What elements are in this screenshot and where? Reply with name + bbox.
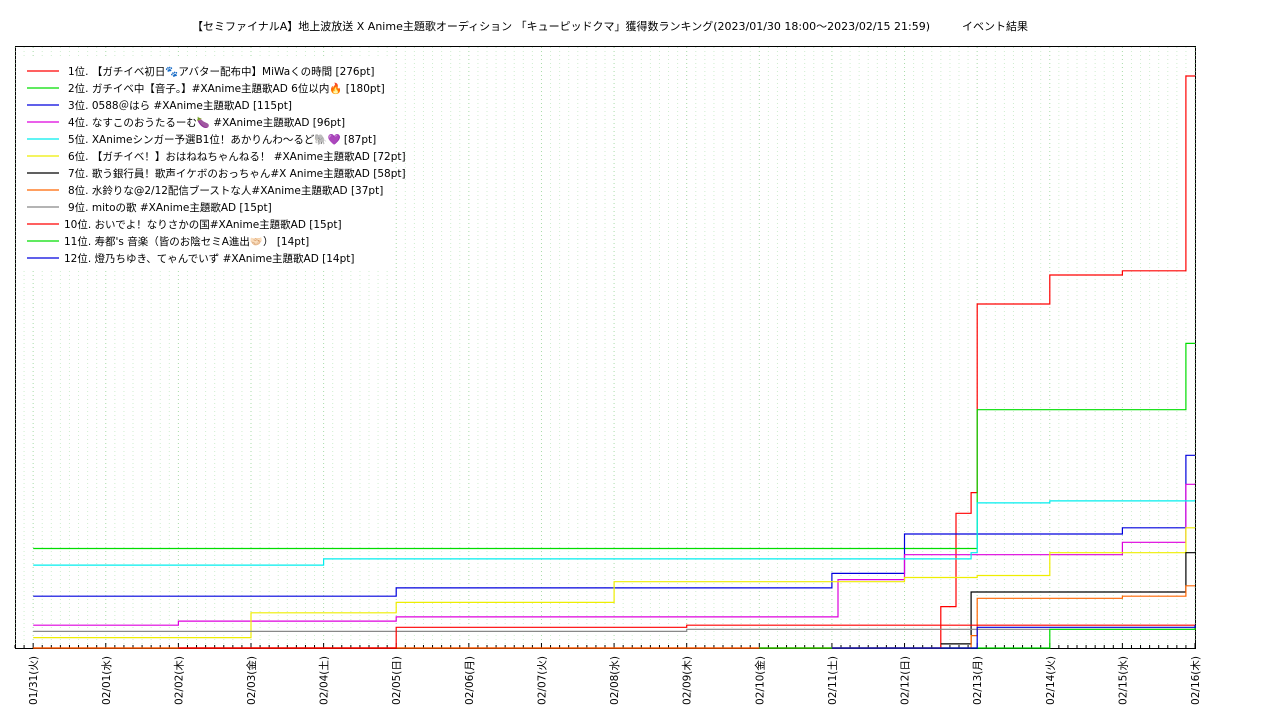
legend-entry-3: 3位. 0588＠はら #XAnime主題歌AD [115pt] [68, 99, 292, 112]
series-line-2 [33, 342, 1195, 550]
legend-entry-10: 10位. おいでよ！なりさかの国#XAnime主題歌AD [15pt] [64, 218, 342, 231]
legend-entry-8: 8位. 水鈴りな@2/12配信ブーストな人#XAnime主題歌AD [37pt] [68, 184, 383, 197]
legend-entry-9: 9位. mitoの歌 #XAnime主題歌AD [15pt] [68, 201, 272, 214]
x-tick-label: 02/12(日) [900, 656, 912, 705]
legend-entry-7: 7位. 歌う銀行員！歌声イケボのおっちゃん#X Anime主題歌AD [58pt… [68, 167, 406, 180]
x-tick-label: 02/01(水) [101, 656, 113, 705]
legend-entry-1: 1位. 【ガチイベ初日🐾アバター配布中】MiWaくの時間 [276pt] [68, 65, 374, 78]
x-tick-label: 01/31(火) [28, 656, 40, 705]
legend-entry-5: 5位. XAnimeシンガー予選B1位！あかりんわ〜るど🐘💜 [87pt] [68, 133, 376, 146]
legend-entry-11: 11位. 寿都's 音楽（皆のお陰セミA進出🤝🏻） [14pt] [64, 235, 309, 248]
x-tick-label: 02/08(水) [609, 656, 621, 705]
series-line-6 [33, 527, 1195, 639]
legend-entry-6: 6位. 【ガチイベ！】おはねねちゃんねる！ #XAnime主題歌AD [72pt… [68, 150, 406, 163]
x-tick-label: 02/07(火) [536, 656, 548, 705]
series-line-10 [178, 624, 1195, 649]
legend-background [22, 58, 392, 270]
x-tick-label: 02/11(土) [826, 656, 839, 705]
x-tick-label: 02/04(土) [318, 656, 331, 705]
series-line-1 [33, 75, 1195, 649]
x-tick-label: 02/13(月) [972, 656, 984, 705]
x-tick-label: 02/05(日) [391, 656, 403, 705]
series-line-8 [33, 585, 1195, 649]
x-tick-label: 02/15(水) [1117, 656, 1129, 705]
chart-title-sub: イベント結果 [962, 20, 1029, 33]
series-lines [33, 75, 1196, 649]
x-axis: 01/31(火) 02/01(水) 02/02(木) 02/03(金) 02/04(土)… [14, 643, 1202, 705]
x-tick-label: 02/14(火) [1045, 656, 1057, 705]
series-line-4 [33, 483, 1195, 626]
x-tick-label: 02/09(木) [682, 656, 694, 705]
legend-entry-2: 2位. ガチイベ中【音子。】#XAnime主題歌AD 6位以内🔥 [180pt] [68, 82, 385, 95]
series-line-5 [33, 500, 1195, 566]
series-line-12 [831, 625, 1196, 649]
x-tick-label: 02/10(金) [753, 656, 766, 705]
legend-entry-4: 4位. なすこのおうたるーむ🍆 #XAnime主題歌AD [96pt] [68, 116, 345, 129]
chart-title-main: 【セミファイナルA】地上波放送 X Anime主題歌オーディション 「キューピッ… [191, 20, 931, 33]
series-line-9 [33, 625, 1196, 632]
x-tick-label: 02/06(月) [464, 656, 476, 705]
legend: 1位. 【ガチイベ初日🐾アバター配布中】MiWaくの時間 [276pt] 2位. … [22, 58, 406, 270]
legend-entry-12: 12位. 燈乃ちゆき、てゃんでいず #XAnime主題歌AD [14pt] [64, 252, 355, 265]
x-tick-label: 02/16(木) [1190, 656, 1202, 705]
x-tick-label: 02/03(金) [245, 656, 258, 705]
x-tick-label: 02/02(木) [173, 656, 185, 705]
chart-title: 【セミファイナルA】地上波放送 X Anime主題歌オーディション 「キューピッ… [0, 18, 1220, 34]
